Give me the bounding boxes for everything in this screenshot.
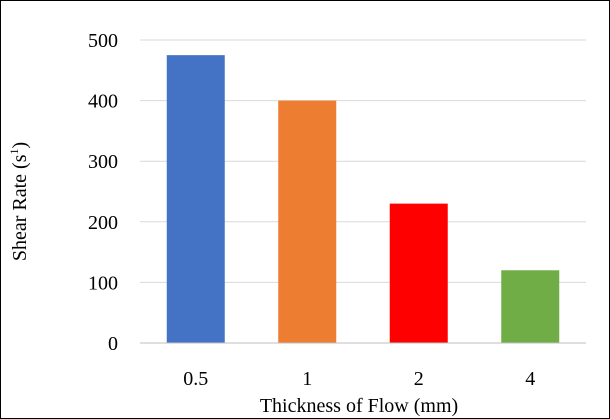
y-axis-title-close: ) — [9, 142, 31, 149]
x-tick-label: 0.5 — [183, 368, 208, 390]
y-tick-labels: 0 100 200 300 400 500 — [88, 30, 118, 355]
x-tick-label: 4 — [525, 368, 535, 390]
x-axis-title: Thickness of Flow (mm) — [260, 395, 458, 417]
y-tick-label: 0 — [108, 333, 118, 355]
x-tick-label: 2 — [414, 368, 424, 390]
bars — [166, 55, 560, 344]
bar-4 — [501, 270, 560, 343]
y-tick-label: 500 — [88, 30, 118, 52]
x-tick-label: 1 — [302, 368, 312, 390]
y-tick-label: 200 — [88, 212, 118, 234]
y-tick-label: 400 — [88, 91, 118, 113]
bar-0.5 — [166, 55, 225, 344]
y-axis-title-superscript: 1 — [7, 149, 21, 155]
bar-2 — [389, 203, 448, 343]
x-tick-labels: 0.5 1 2 4 — [183, 368, 535, 390]
bar-1 — [278, 100, 337, 343]
y-axis-title-base: Shear Rate (s — [9, 154, 31, 261]
y-tick-label: 100 — [88, 272, 118, 294]
y-axis-title: Shear Rate (s1) — [7, 142, 31, 261]
y-tick-label: 300 — [88, 151, 118, 173]
